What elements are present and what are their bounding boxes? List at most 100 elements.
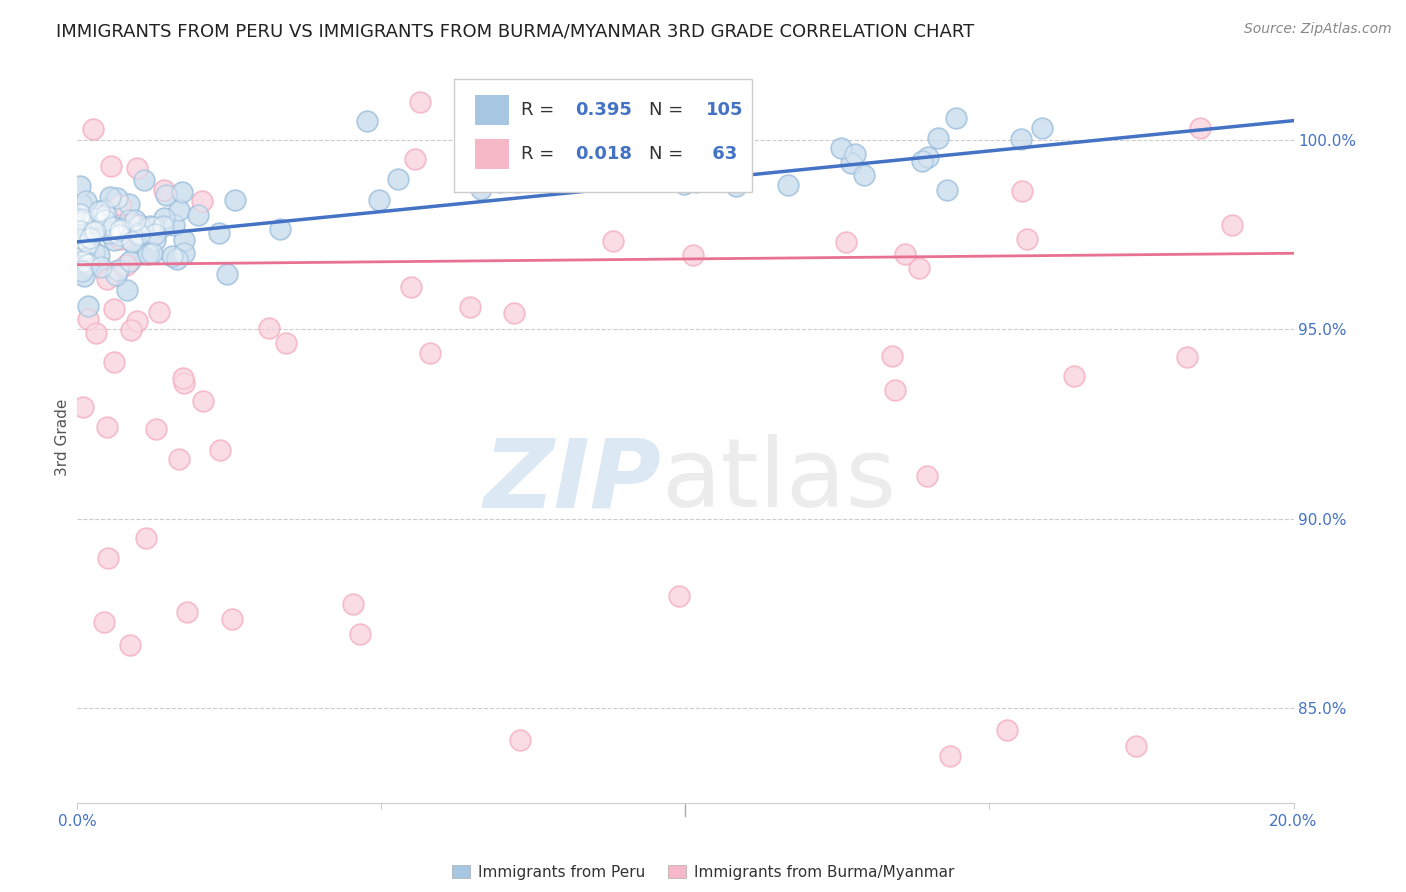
Point	[73, 233, 96, 247]
Point	[488, 175, 510, 189]
Point	[945, 111, 967, 125]
Point	[83, 244, 105, 259]
Text: 0.018: 0.018	[575, 145, 631, 163]
Point	[841, 156, 863, 170]
Point	[187, 208, 209, 222]
Point	[107, 191, 129, 205]
Point	[96, 420, 118, 434]
Point	[69, 197, 91, 211]
Point	[368, 193, 391, 207]
Point	[342, 597, 364, 611]
Point	[132, 172, 155, 186]
Point	[97, 551, 120, 566]
Point	[69, 251, 91, 265]
Point	[148, 305, 170, 319]
Point	[96, 271, 118, 285]
Point	[121, 235, 143, 249]
Point	[73, 233, 96, 247]
Point	[152, 219, 174, 233]
Point	[87, 204, 110, 219]
Point	[128, 226, 150, 240]
Point	[94, 207, 117, 221]
Point	[84, 224, 107, 238]
Point	[108, 228, 131, 243]
Point	[127, 161, 149, 176]
Point	[221, 612, 243, 626]
Point	[665, 165, 688, 179]
Point	[602, 234, 624, 248]
Point	[907, 260, 929, 275]
Point	[72, 400, 94, 414]
Point	[844, 147, 866, 161]
Text: 0.395: 0.395	[575, 101, 631, 120]
Point	[145, 422, 167, 436]
Point	[162, 250, 184, 264]
Point	[69, 179, 91, 194]
Text: N =: N =	[650, 145, 689, 163]
Point	[1010, 132, 1032, 146]
Point	[110, 222, 132, 236]
Point	[125, 314, 148, 328]
Text: R =: R =	[522, 145, 560, 163]
Point	[121, 235, 143, 249]
Point	[640, 151, 662, 165]
Point	[135, 531, 157, 545]
Point	[907, 260, 929, 275]
Point	[356, 114, 378, 128]
Point	[124, 213, 146, 227]
Point	[668, 589, 690, 603]
Point	[103, 233, 125, 247]
Point	[108, 221, 131, 235]
Point	[77, 257, 100, 271]
Point	[93, 203, 115, 218]
Point	[257, 321, 280, 335]
Point	[143, 233, 166, 247]
Point	[103, 355, 125, 369]
Point	[132, 172, 155, 186]
Point	[404, 152, 426, 166]
Point	[153, 211, 176, 226]
Point	[176, 605, 198, 619]
Point	[610, 161, 633, 175]
Point	[70, 264, 93, 278]
Point	[173, 233, 195, 247]
Point	[93, 203, 115, 218]
Point	[209, 443, 232, 458]
Point	[844, 147, 866, 161]
Point	[69, 217, 91, 231]
Point	[610, 161, 633, 175]
Point	[121, 217, 143, 231]
Point	[884, 383, 907, 397]
Point	[108, 222, 131, 236]
Point	[139, 219, 162, 233]
Point	[152, 183, 174, 197]
Point	[153, 211, 176, 226]
Point	[349, 626, 371, 640]
Point	[75, 254, 97, 268]
Point	[101, 219, 124, 234]
Point	[128, 227, 150, 242]
Point	[96, 420, 118, 434]
Point	[135, 531, 157, 545]
Point	[167, 452, 190, 467]
Point	[76, 299, 98, 313]
Point	[163, 218, 186, 232]
Point	[173, 376, 195, 391]
Point	[1063, 369, 1085, 384]
Point	[128, 219, 150, 233]
Point	[70, 211, 93, 226]
Point	[103, 301, 125, 316]
Point	[82, 122, 104, 136]
Point	[193, 393, 215, 408]
Text: 20.0%: 20.0%	[1270, 814, 1317, 829]
Point	[105, 225, 128, 239]
Point	[72, 253, 94, 268]
Point	[83, 223, 105, 237]
Point	[172, 371, 194, 385]
Point	[98, 190, 121, 204]
Point	[69, 197, 91, 211]
Point	[69, 207, 91, 221]
Point	[673, 177, 696, 191]
Point	[884, 383, 907, 397]
Point	[409, 95, 432, 109]
